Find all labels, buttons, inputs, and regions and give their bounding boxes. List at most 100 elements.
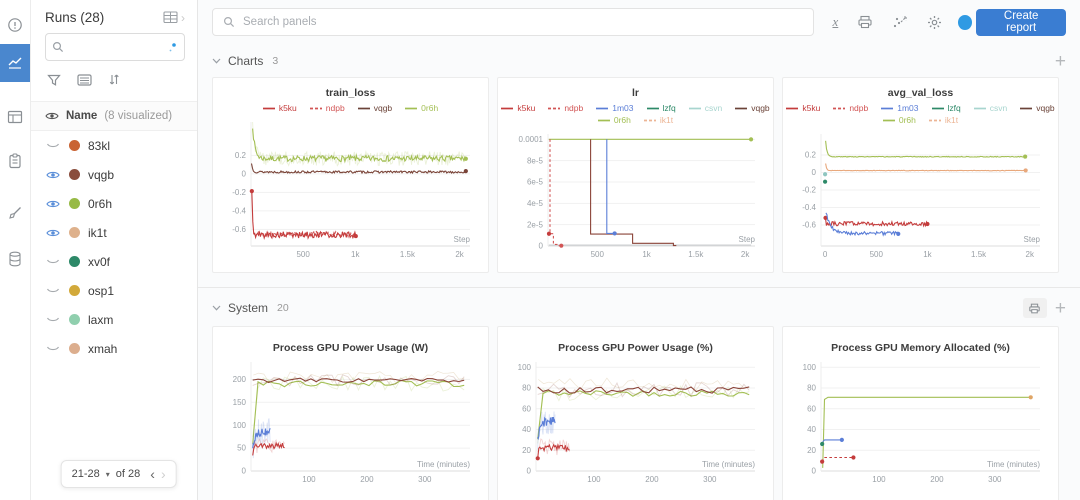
legend-item[interactable]: ndpb bbox=[309, 103, 345, 113]
svg-text:0.2: 0.2 bbox=[235, 151, 247, 160]
eye-closed-icon[interactable] bbox=[45, 258, 61, 266]
chart-panel-avg-val-loss[interactable]: avg_val_loss k5ku ndpb 1m03 lzfq csvn vqgb 0r6… bbox=[782, 77, 1059, 273]
legend-item[interactable]: 0r6h bbox=[405, 103, 439, 113]
run-row[interactable]: 0r6h bbox=[31, 189, 197, 218]
legend-item[interactable]: vqgb bbox=[357, 103, 393, 113]
sort-icon[interactable] bbox=[108, 73, 120, 91]
chart-panel-gpu-memory-pct[interactable]: Process GPU Memory Allocated (%) 0 20 40 60… bbox=[782, 326, 1059, 500]
legend-item[interactable]: 0r6h bbox=[882, 115, 916, 125]
page-range[interactable]: 21-28 bbox=[71, 468, 100, 480]
charts-workspace-icon[interactable] bbox=[0, 44, 30, 82]
run-name[interactable]: vqgb bbox=[88, 167, 115, 182]
legend-item[interactable]: k5ku bbox=[786, 103, 821, 113]
legend-item[interactable]: vqgb bbox=[1020, 103, 1055, 113]
legend-item[interactable]: csvn bbox=[688, 103, 723, 113]
run-row[interactable]: vqgb bbox=[31, 160, 197, 189]
table-panel-icon[interactable] bbox=[0, 98, 30, 136]
page-total: of 28 bbox=[115, 468, 141, 480]
legend-item[interactable]: 1m03 bbox=[596, 103, 634, 113]
legend-item[interactable]: csvn bbox=[973, 103, 1008, 113]
eye-closed-icon[interactable] bbox=[45, 345, 61, 353]
chart-panel-gpu-power-pct[interactable]: Process GPU Power Usage (%) 0 20 40 60 80 100… bbox=[497, 326, 774, 500]
runs-search-input[interactable] bbox=[68, 40, 168, 54]
regex-sparkle-icon[interactable] bbox=[168, 41, 178, 53]
chart-plot[interactable]: 0.2 0 -0.2 -0.4 -0.6 500 1k 1.5k 2k Step bbox=[221, 114, 482, 264]
next-page-button[interactable]: › bbox=[160, 466, 166, 482]
eye-closed-icon[interactable] bbox=[45, 316, 61, 324]
sweeps-brush-icon[interactable] bbox=[0, 194, 30, 232]
chart-plot[interactable]: 0.2 0 -0.2 -0.4 -0.6 0 500 1k 1.5k 2k Step bbox=[791, 126, 1052, 264]
legend-item[interactable]: lzfq bbox=[646, 103, 676, 113]
legend-item[interactable]: 0r6h bbox=[597, 115, 631, 125]
chart-panel-gpu-power-w[interactable]: Process GPU Power Usage (W) 0 50 100 150 200… bbox=[212, 326, 489, 500]
create-report-button[interactable]: Create report bbox=[976, 8, 1067, 36]
run-name[interactable]: xv0f bbox=[88, 254, 111, 269]
section-divider bbox=[198, 287, 1080, 288]
logs-clipboard-icon[interactable] bbox=[0, 142, 30, 180]
chevron-down-icon[interactable] bbox=[212, 58, 221, 64]
artifacts-database-icon[interactable] bbox=[0, 240, 30, 278]
chart-panel-train-loss[interactable]: train_loss k5ku ndpb vqgb 0r6h 0.2 0 -0.2 -0.4… bbox=[212, 77, 489, 273]
chart-plot[interactable]: 0.0001 8e-5 6e-5 4e-5 2e-5 0 500 1k 1.5k 2k Step bbox=[506, 126, 767, 264]
search-icon bbox=[52, 41, 64, 53]
overview-info-icon[interactable] bbox=[0, 6, 30, 44]
visibility-eye-icon[interactable] bbox=[45, 111, 59, 121]
left-nav-rail bbox=[0, 0, 31, 500]
group-table-icon[interactable] bbox=[77, 73, 92, 91]
run-name[interactable]: 83kl bbox=[88, 138, 111, 153]
workspace-topbar: x Create report bbox=[212, 8, 1067, 36]
eye-closed-icon[interactable] bbox=[45, 142, 61, 150]
eye-closed-icon[interactable] bbox=[45, 287, 61, 295]
legend-item[interactable]: ik1t bbox=[928, 115, 959, 125]
runs-table-toggle-icon[interactable]: › bbox=[163, 11, 185, 25]
run-name[interactable]: ik1t bbox=[88, 225, 107, 240]
print-panels-icon[interactable] bbox=[1022, 298, 1047, 318]
chevron-down-icon[interactable] bbox=[212, 305, 221, 311]
filter-funnel-icon[interactable] bbox=[47, 73, 61, 91]
settings-gear-icon[interactable] bbox=[927, 15, 942, 30]
legend-item[interactable]: 1m03 bbox=[881, 103, 919, 113]
eye-open-icon[interactable] bbox=[45, 228, 61, 238]
panel-search-input[interactable] bbox=[241, 15, 804, 29]
legend-item[interactable]: ndpb bbox=[548, 103, 584, 113]
chart-plot[interactable]: 0 20 40 60 80 100 100 200 300 Time (minutes) bbox=[791, 354, 1052, 489]
section-label[interactable]: System bbox=[228, 301, 269, 315]
run-row[interactable]: osp1 bbox=[31, 276, 197, 305]
svg-text:50: 50 bbox=[237, 444, 246, 453]
zoom-to-fit-icon[interactable] bbox=[892, 15, 908, 29]
page-size-caret-icon[interactable]: ▾ bbox=[105, 469, 110, 479]
section-label[interactable]: Charts bbox=[228, 54, 264, 68]
panel-search-box[interactable] bbox=[212, 8, 815, 36]
runs-search-box[interactable] bbox=[45, 33, 185, 61]
legend-item[interactable]: lzfq bbox=[931, 103, 961, 113]
run-name[interactable]: xmah bbox=[88, 341, 118, 356]
run-row[interactable]: 83kl bbox=[31, 131, 197, 160]
eye-open-icon[interactable] bbox=[45, 199, 61, 209]
run-name[interactable]: laxm bbox=[88, 312, 114, 327]
run-row[interactable]: ik1t bbox=[31, 218, 197, 247]
chart-title: avg_val_loss bbox=[887, 87, 954, 99]
chart-legend: k5ku ndpb 1m03 lzfq csvn vqgb 0r6h ik1t bbox=[501, 102, 770, 126]
chart-plot[interactable]: 0 50 100 150 200 100 200 300 Time (minutes) bbox=[221, 354, 482, 489]
chart-panel-lr[interactable]: lr k5ku ndpb 1m03 lzfq csvn vqgb 0r6h ik1t 0.00… bbox=[497, 77, 774, 273]
prev-page-button[interactable]: ‹ bbox=[150, 466, 155, 482]
legend-item[interactable]: k5ku bbox=[262, 103, 297, 113]
eye-open-icon[interactable] bbox=[45, 170, 61, 180]
run-name[interactable]: 0r6h bbox=[88, 196, 113, 211]
print-icon[interactable] bbox=[857, 15, 873, 29]
notification-dot[interactable] bbox=[958, 14, 973, 30]
legend-item[interactable]: ik1t bbox=[643, 115, 674, 125]
latex-icon[interactable]: x bbox=[832, 14, 839, 29]
legend-item[interactable]: vqgb bbox=[735, 103, 770, 113]
run-row[interactable]: laxm bbox=[31, 305, 197, 334]
chart-plot[interactable]: 0 20 40 60 80 100 100 200 300 Time (minutes) bbox=[506, 354, 767, 489]
legend-item[interactable]: k5ku bbox=[501, 103, 536, 113]
run-row[interactable]: xmah bbox=[31, 334, 197, 363]
section-count: 20 bbox=[277, 302, 289, 314]
run-name[interactable]: osp1 bbox=[88, 283, 115, 298]
run-row[interactable]: xv0f bbox=[31, 247, 197, 276]
legend-item[interactable]: ndpb bbox=[833, 103, 869, 113]
add-panel-icon[interactable]: + bbox=[1054, 50, 1066, 72]
add-panel-icon[interactable]: + bbox=[1054, 297, 1066, 319]
